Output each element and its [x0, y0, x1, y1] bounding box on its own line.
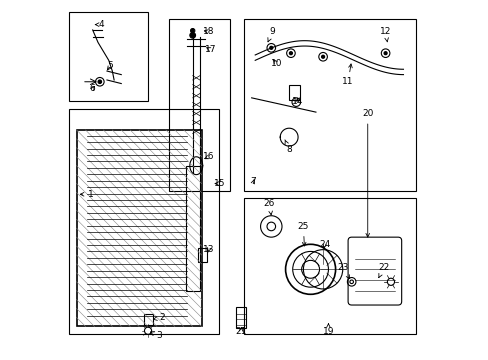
Bar: [144, 314, 153, 325]
Circle shape: [189, 32, 195, 38]
Text: 23: 23: [336, 263, 349, 279]
Text: 13: 13: [203, 245, 214, 254]
Text: 26: 26: [264, 199, 275, 215]
Text: 9: 9: [267, 27, 275, 42]
Text: 3: 3: [150, 331, 162, 340]
Circle shape: [269, 46, 272, 49]
Text: 15: 15: [213, 179, 225, 188]
Text: 18: 18: [203, 27, 214, 36]
Text: 4: 4: [95, 20, 104, 29]
Circle shape: [321, 55, 324, 58]
Bar: [77, 130, 201, 327]
Text: 14: 14: [291, 97, 303, 106]
Circle shape: [190, 28, 194, 33]
Text: 11: 11: [342, 64, 353, 86]
Text: 12: 12: [379, 27, 390, 42]
Bar: [244, 19, 415, 191]
Bar: [198, 248, 206, 262]
Bar: [288, 85, 299, 100]
Text: 21: 21: [235, 327, 246, 336]
Text: 20: 20: [361, 109, 373, 237]
Circle shape: [289, 52, 292, 55]
Text: 5: 5: [107, 61, 113, 70]
Text: 1: 1: [80, 190, 94, 199]
Text: 10: 10: [270, 59, 282, 68]
Text: 2: 2: [153, 313, 165, 322]
Text: 16: 16: [203, 152, 214, 161]
Bar: [69, 109, 219, 334]
Text: 6: 6: [90, 84, 95, 93]
Bar: [169, 19, 230, 191]
Text: 25: 25: [297, 222, 308, 246]
Text: 7: 7: [250, 177, 256, 186]
Circle shape: [384, 52, 386, 55]
Text: 19: 19: [322, 324, 333, 336]
Text: 17: 17: [204, 45, 216, 54]
Circle shape: [98, 80, 102, 84]
Text: 24: 24: [319, 240, 330, 249]
Bar: [185, 166, 200, 291]
Bar: [244, 198, 415, 334]
Text: 8: 8: [285, 140, 291, 154]
Bar: [69, 12, 148, 102]
Text: 22: 22: [377, 263, 388, 278]
Bar: [235, 307, 246, 328]
